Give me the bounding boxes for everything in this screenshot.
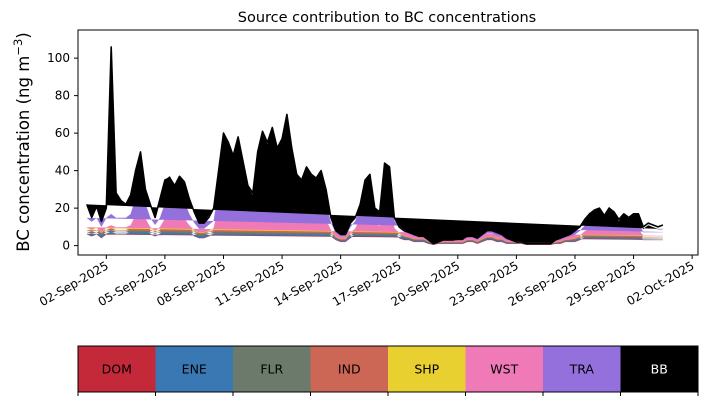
y-tick-label: 20	[55, 201, 70, 215]
y-axis: 0 20 40 60 80 100	[47, 51, 78, 253]
plot-frame	[77, 29, 699, 256]
y-axis-label-text: BC concentration (ng m	[14, 56, 33, 252]
legend-swatch-dom	[78, 346, 156, 392]
legend-swatch-ene	[155, 346, 233, 392]
x-axis: 02-Sep-202505-Sep-202508-Sep-202511-Sep-…	[37, 255, 697, 309]
y-axis-label: BC concentration (ng m−3)	[11, 32, 33, 251]
stacked-areas	[86, 46, 663, 245]
legend-swatch-wst	[465, 346, 543, 392]
legend-swatch-tra	[543, 346, 621, 392]
y-tick-label: 0	[62, 239, 70, 253]
legend-label-ind: IND	[338, 362, 361, 377]
y-tick-label: 100	[47, 51, 70, 65]
legend-swatch-shp	[388, 346, 466, 392]
legend-colorbar: DOM ENE FLR IND SHP WST TRA BB	[77, 345, 699, 396]
legend-swatch-bb	[620, 346, 698, 392]
legend-label-dom: DOM	[102, 362, 132, 377]
plot-area	[77, 29, 699, 256]
y-axis-label-exponent: −3	[11, 39, 25, 56]
legend-label-tra: TRA	[569, 362, 595, 377]
y-tick-label: 40	[55, 164, 70, 178]
legend-swatch-flr	[233, 346, 311, 392]
legend-label-wst: WST	[490, 362, 518, 377]
legend-label-shp: SHP	[414, 362, 439, 377]
y-tick-label: 80	[55, 89, 70, 103]
y-axis-label-close: )	[14, 32, 33, 38]
legend-label-bb: BB	[651, 362, 668, 377]
y-tick-label: 60	[55, 126, 70, 140]
legend-swatch-ind	[310, 346, 388, 392]
legend-label-ene: ENE	[182, 362, 207, 377]
total-outline	[86, 46, 664, 245]
legend-label-flr: FLR	[260, 362, 283, 377]
chart-title: Source contribution to BC concentrations	[238, 10, 536, 26]
